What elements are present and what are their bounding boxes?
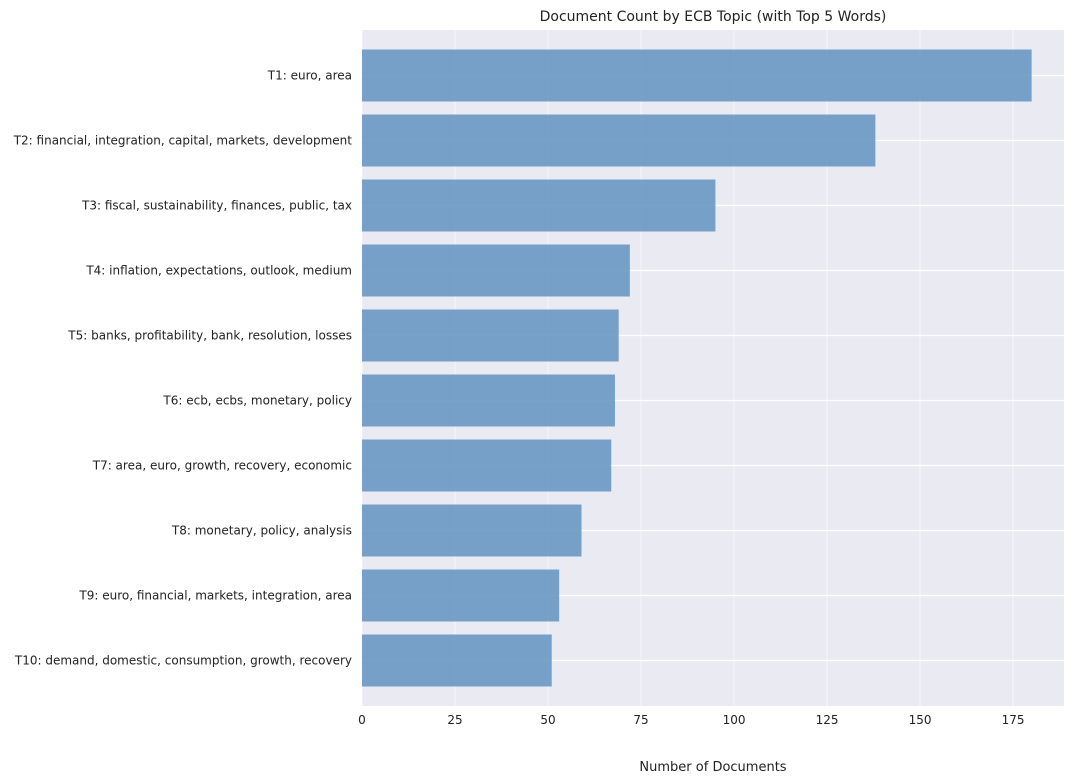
x-tick-label: 0 bbox=[358, 713, 366, 727]
x-tick-label: 150 bbox=[909, 713, 932, 727]
y-tick-label: T5: banks, profitability, bank, resoluti… bbox=[67, 329, 352, 343]
bar-6 bbox=[362, 374, 615, 427]
bar-8 bbox=[362, 504, 582, 557]
y-tick-label: T2: financial, integration, capital, mar… bbox=[13, 134, 353, 148]
y-tick-label: T7: area, euro, growth, recovery, econom… bbox=[92, 459, 352, 473]
y-tick-label: T3: fiscal, sustainability, finances, pu… bbox=[81, 199, 352, 213]
y-tick-label: T9: euro, financial, markets, integratio… bbox=[78, 589, 352, 603]
y-tick-label: T10: demand, domestic, consumption, grow… bbox=[14, 654, 352, 668]
x-tick-label: 50 bbox=[540, 713, 555, 727]
bar-10 bbox=[362, 634, 552, 687]
x-tick-label: 125 bbox=[816, 713, 839, 727]
y-tick-label: T8: monetary, policy, analysis bbox=[171, 524, 352, 538]
y-tick-label: T4: inflation, expectations, outlook, me… bbox=[85, 264, 352, 278]
y-tick-label: T1: euro, area bbox=[267, 69, 352, 83]
bar-2 bbox=[362, 114, 876, 167]
bar-3 bbox=[362, 179, 716, 232]
x-tick-label: 25 bbox=[447, 713, 462, 727]
chart-title: Document Count by ECB Topic (with Top 5 … bbox=[540, 9, 887, 25]
y-tick-label: T6: ecb, ecbs, monetary, policy bbox=[162, 394, 352, 408]
bar-7 bbox=[362, 439, 612, 492]
x-tick-label: 75 bbox=[633, 713, 648, 727]
bar-1 bbox=[362, 49, 1032, 102]
x-tick-label: 100 bbox=[723, 713, 746, 727]
bar-5 bbox=[362, 309, 619, 362]
bar-4 bbox=[362, 244, 630, 297]
x-tick-label: 175 bbox=[1002, 713, 1025, 727]
bar-9 bbox=[362, 569, 560, 622]
x-axis-label: Number of Documents bbox=[639, 760, 786, 775]
